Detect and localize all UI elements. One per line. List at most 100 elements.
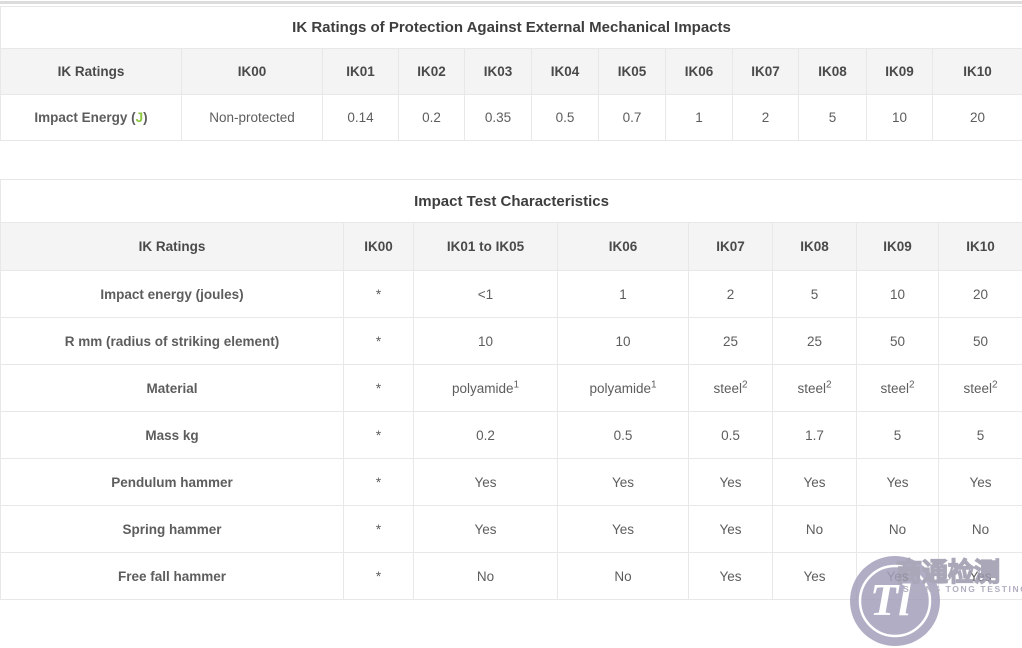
table2-header-ik06: IK06 [558, 223, 689, 271]
ik-ratings-table: IK Ratings of Protection Against Externa… [0, 6, 1022, 141]
impact-test-table: Impact Test Characteristics IK Ratings I… [0, 179, 1022, 600]
pendulum-hammer-row: Pendulum hammer * Yes Yes Yes Yes Yes Ye… [1, 459, 1022, 506]
value-cell: steel2 [773, 365, 857, 412]
table1-header-ik00: IK00 [182, 49, 323, 95]
value-cell: No [773, 506, 857, 553]
radius-row: R mm (radius of striking element) * 10 1… [1, 318, 1022, 365]
energy-value-cell: 0.35 [465, 95, 532, 141]
table1-header-ik05: IK05 [599, 49, 666, 95]
value-cell: 50 [857, 318, 939, 365]
value-cell: Yes [558, 459, 689, 506]
row-label: Free fall hammer [1, 553, 344, 600]
value-cell: 0.5 [558, 412, 689, 459]
energy-value-cell: 1 [666, 95, 733, 141]
value-cell: <1 [414, 271, 558, 318]
value-cell: 5 [773, 271, 857, 318]
joule-unit-accent: J [136, 110, 144, 125]
value-cell: 0.2 [414, 412, 558, 459]
top-divider [0, 1, 1022, 4]
value-cell: steel2 [939, 365, 1022, 412]
energy-value-cell: 0.7 [599, 95, 666, 141]
value-cell: steel2 [689, 365, 773, 412]
table1-header-ik07: IK07 [733, 49, 799, 95]
impact-energy-label-suffix: ) [143, 110, 148, 125]
table1-header-ik-ratings: IK Ratings [1, 49, 182, 95]
value-cell: * [344, 271, 414, 318]
row-label: Mass kg [1, 412, 344, 459]
value-cell: polyamide1 [414, 365, 558, 412]
impact-energy-row-label: Impact Energy (J) [1, 95, 182, 141]
value-cell: 50 [939, 318, 1022, 365]
value-cell: Yes [773, 553, 857, 600]
table1-header-ik03: IK03 [465, 49, 532, 95]
row-label: R mm (radius of striking element) [1, 318, 344, 365]
value-cell: 0.5 [689, 412, 773, 459]
value-cell: steel2 [857, 365, 939, 412]
value-cell: Yes [773, 459, 857, 506]
value-cell: 25 [689, 318, 773, 365]
table2-header-ik10: IK10 [939, 223, 1022, 271]
energy-value-cell: 0.2 [399, 95, 465, 141]
value-cell: No [414, 553, 558, 600]
row-label: Pendulum hammer [1, 459, 344, 506]
value-cell: 10 [857, 271, 939, 318]
value-cell: No [558, 553, 689, 600]
table2-header-ik-ratings: IK Ratings [1, 223, 344, 271]
row-label: Spring hammer [1, 506, 344, 553]
value-cell: 1.7 [773, 412, 857, 459]
value-cell: 25 [773, 318, 857, 365]
value-cell: * [344, 365, 414, 412]
value-cell: * [344, 412, 414, 459]
energy-value-cell: 5 [799, 95, 867, 141]
table2-header-ik00: IK00 [344, 223, 414, 271]
value-cell: Yes [857, 459, 939, 506]
value-cell: Yes [857, 553, 939, 600]
table1-header-ik10: IK10 [933, 49, 1022, 95]
table1-header-ik08: IK08 [799, 49, 867, 95]
table2-header-ik08: IK08 [773, 223, 857, 271]
value-cell: 5 [939, 412, 1022, 459]
value-cell: * [344, 553, 414, 600]
energy-value-cell: 0.14 [323, 95, 399, 141]
material-row: Material * polyamide1 polyamide1 steel2 … [1, 365, 1022, 412]
table1-title: IK Ratings of Protection Against Externa… [1, 7, 1022, 49]
value-cell: Yes [689, 553, 773, 600]
energy-value-cell: 20 [933, 95, 1022, 141]
spring-hammer-row: Spring hammer * Yes Yes Yes No No No [1, 506, 1022, 553]
value-cell: No [857, 506, 939, 553]
impact-energy-label-prefix: Impact Energy ( [34, 110, 135, 125]
table2-header-ik01-to-ik05: IK01 to IK05 [414, 223, 558, 271]
value-cell: 10 [414, 318, 558, 365]
energy-value-cell: 0.5 [532, 95, 599, 141]
table1-header-ik02: IK02 [399, 49, 465, 95]
table1-header-ik01: IK01 [323, 49, 399, 95]
value-cell: * [344, 318, 414, 365]
row-label: Material [1, 365, 344, 412]
energy-value-cell: 2 [733, 95, 799, 141]
value-cell: 5 [857, 412, 939, 459]
value-cell: 20 [939, 271, 1022, 318]
value-cell: 1 [558, 271, 689, 318]
table1-header-ik04: IK04 [532, 49, 599, 95]
value-cell: 2 [689, 271, 773, 318]
value-cell: Yes [558, 506, 689, 553]
value-cell: Yes [414, 506, 558, 553]
value-cell: Yes [689, 459, 773, 506]
energy-value-cell: Non-protected [182, 95, 323, 141]
value-cell: * [344, 506, 414, 553]
table2-header-ik09: IK09 [857, 223, 939, 271]
value-cell: Yes [414, 459, 558, 506]
free-fall-hammer-row: Free fall hammer * No No Yes Yes Yes Yes [1, 553, 1022, 600]
row-label: Impact energy (joules) [1, 271, 344, 318]
value-cell: Yes [689, 506, 773, 553]
value-cell: Yes [939, 553, 1022, 600]
table1-header-ik09: IK09 [867, 49, 933, 95]
mass-row: Mass kg * 0.2 0.5 0.5 1.7 5 5 [1, 412, 1022, 459]
value-cell: polyamide1 [558, 365, 689, 412]
value-cell: No [939, 506, 1022, 553]
impact-energy-joules-row: Impact energy (joules) * <1 1 2 5 10 20 [1, 271, 1022, 318]
table2-header-ik07: IK07 [689, 223, 773, 271]
value-cell: 10 [558, 318, 689, 365]
energy-value-cell: 10 [867, 95, 933, 141]
table1-header-ik06: IK06 [666, 49, 733, 95]
